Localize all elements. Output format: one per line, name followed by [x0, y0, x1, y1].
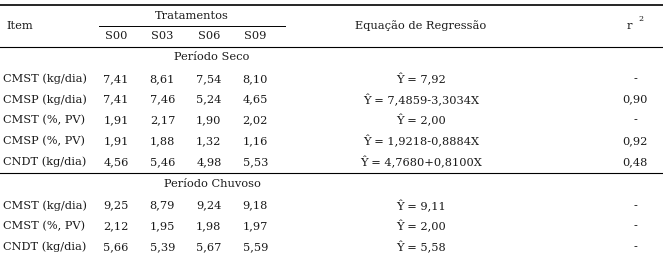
Text: 5,46: 5,46 [150, 157, 175, 167]
Text: 7,46: 7,46 [150, 95, 175, 105]
Text: 9,25: 9,25 [103, 200, 129, 211]
Text: Item: Item [7, 21, 33, 31]
Text: -: - [633, 115, 637, 125]
Text: Período Chuvoso: Período Chuvoso [164, 179, 261, 189]
Text: CMSP (%, PV): CMSP (%, PV) [3, 136, 86, 146]
Text: 2,02: 2,02 [243, 115, 268, 125]
Text: -: - [633, 221, 637, 231]
Text: 8,61: 8,61 [150, 74, 175, 84]
Text: 5,66: 5,66 [103, 242, 129, 252]
Text: CMST (%, PV): CMST (%, PV) [3, 221, 86, 231]
Text: Ŷ = 4,7680+0,8100X: Ŷ = 4,7680+0,8100X [360, 156, 482, 168]
Text: 2,17: 2,17 [150, 115, 175, 125]
Text: 2: 2 [638, 15, 643, 23]
Text: 1,91: 1,91 [103, 115, 129, 125]
Text: S00: S00 [105, 31, 127, 41]
Text: 5,67: 5,67 [196, 242, 221, 252]
Text: S06: S06 [198, 31, 220, 41]
Text: 8,79: 8,79 [150, 200, 175, 211]
Text: 5,39: 5,39 [150, 242, 175, 252]
Text: Ŷ = 9,11: Ŷ = 9,11 [396, 199, 446, 212]
Text: CMSP (kg/dia): CMSP (kg/dia) [3, 94, 88, 105]
Text: CNDT (kg/dia): CNDT (kg/dia) [3, 242, 87, 252]
Text: 1,90: 1,90 [196, 115, 221, 125]
Text: CNDT (kg/dia): CNDT (kg/dia) [3, 157, 87, 167]
Text: Ŷ = 7,4859-3,3034X: Ŷ = 7,4859-3,3034X [363, 93, 479, 106]
Text: 1,97: 1,97 [243, 221, 268, 231]
Text: 4,56: 4,56 [103, 157, 129, 167]
Text: 0,90: 0,90 [623, 95, 648, 105]
Text: CMST (kg/dia): CMST (kg/dia) [3, 200, 88, 211]
Text: CMST (kg/dia): CMST (kg/dia) [3, 74, 88, 84]
Text: 4,65: 4,65 [243, 95, 268, 105]
Text: S03: S03 [151, 31, 174, 41]
Text: 5,24: 5,24 [196, 95, 221, 105]
Text: 8,10: 8,10 [243, 74, 268, 84]
Text: Ŷ = 5,58: Ŷ = 5,58 [396, 241, 446, 253]
Text: 1,91: 1,91 [103, 136, 129, 146]
Text: -: - [633, 242, 637, 252]
Text: 5,53: 5,53 [243, 157, 268, 167]
Text: Ŷ = 2,00: Ŷ = 2,00 [396, 220, 446, 232]
Text: 7,41: 7,41 [103, 74, 129, 84]
Text: 0,48: 0,48 [623, 157, 648, 167]
Text: 5,59: 5,59 [243, 242, 268, 252]
Text: -: - [633, 200, 637, 211]
Text: 4,98: 4,98 [196, 157, 221, 167]
Text: S09: S09 [244, 31, 267, 41]
Text: 9,24: 9,24 [196, 200, 221, 211]
Text: Período Seco: Período Seco [174, 52, 250, 62]
Text: -: - [633, 74, 637, 84]
Text: Ŷ = 1,9218-0,8884X: Ŷ = 1,9218-0,8884X [363, 135, 479, 147]
Text: 1,16: 1,16 [243, 136, 268, 146]
Text: Tratamentos: Tratamentos [155, 11, 229, 21]
Text: 2,12: 2,12 [103, 221, 129, 231]
Text: 7,41: 7,41 [103, 95, 129, 105]
Text: 0,92: 0,92 [623, 136, 648, 146]
Text: 1,95: 1,95 [150, 221, 175, 231]
Text: Equação de Regressão: Equação de Regressão [355, 20, 487, 31]
Text: Ŷ = 7,92: Ŷ = 7,92 [396, 73, 446, 85]
Text: 1,32: 1,32 [196, 136, 221, 146]
Text: 1,88: 1,88 [150, 136, 175, 146]
Text: 1,98: 1,98 [196, 221, 221, 231]
Text: Ŷ = 2,00: Ŷ = 2,00 [396, 114, 446, 127]
Text: 9,18: 9,18 [243, 200, 268, 211]
Text: r: r [627, 21, 633, 31]
Text: 7,54: 7,54 [196, 74, 221, 84]
Text: CMST (%, PV): CMST (%, PV) [3, 115, 86, 126]
